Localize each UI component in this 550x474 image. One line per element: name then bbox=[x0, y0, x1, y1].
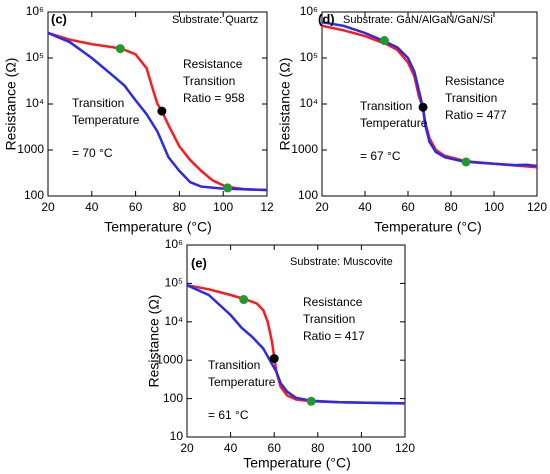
marker bbox=[269, 354, 279, 364]
y-tick-label: 10⁴ bbox=[299, 96, 318, 110]
y-axis-label: Resistance (Ω) bbox=[277, 58, 293, 151]
y-tick-label: 10⁴ bbox=[25, 96, 44, 110]
x-tick-label: 80 bbox=[173, 200, 187, 214]
annotation: Resistance bbox=[303, 295, 363, 309]
y-tick-label: 10 bbox=[170, 429, 184, 443]
resistance-curve bbox=[321, 20, 538, 168]
plot-frame bbox=[321, 11, 538, 197]
annotation: Ratio = 958 bbox=[183, 91, 245, 105]
y-tick-label: 100 bbox=[24, 188, 44, 202]
x-tick-label: 20 bbox=[180, 441, 194, 455]
annotation: Ratio = 417 bbox=[303, 329, 365, 343]
marker bbox=[418, 102, 428, 112]
resistance-curve bbox=[321, 24, 538, 169]
x-tick-label: 120 bbox=[395, 441, 415, 455]
marker bbox=[239, 295, 249, 305]
marker bbox=[306, 396, 316, 406]
annotation: Transition bbox=[183, 74, 235, 88]
y-tick-label: 10⁵ bbox=[26, 50, 44, 64]
marker bbox=[461, 157, 471, 167]
y-tick-label: 10⁴ bbox=[164, 314, 183, 328]
x-tick-label: 80 bbox=[444, 200, 458, 214]
panel-label: (d) bbox=[318, 11, 335, 26]
annotation: Resistance bbox=[183, 57, 243, 71]
annotation: Transition bbox=[360, 99, 412, 113]
y-tick-label: 10⁵ bbox=[165, 276, 183, 290]
y-tick-label: 10⁵ bbox=[300, 50, 318, 64]
annotation: = 61 °C bbox=[208, 408, 249, 422]
x-tick-label: 60 bbox=[401, 200, 415, 214]
x-tick-label: 100 bbox=[351, 441, 371, 455]
y-axis-label: Resistance (Ω) bbox=[146, 295, 162, 388]
annotation: Transition bbox=[445, 91, 497, 105]
x-tick-label: 80 bbox=[311, 441, 325, 455]
marker bbox=[157, 106, 167, 116]
x-tick-label: 120 bbox=[527, 200, 547, 214]
marker bbox=[223, 183, 233, 193]
annotation: Transition bbox=[303, 312, 355, 326]
x-tick-label: 20 bbox=[41, 200, 55, 214]
x-tick-label: 100 bbox=[213, 200, 233, 214]
x-axis-label: Temperature (°C) bbox=[374, 219, 482, 235]
y-tick-label: 10⁶ bbox=[26, 4, 44, 18]
resistance-curve bbox=[47, 31, 268, 192]
y-tick-label: 100 bbox=[298, 188, 318, 202]
annotation: Transition bbox=[72, 96, 124, 110]
panel-label: (c) bbox=[51, 11, 67, 26]
x-tick-label: 40 bbox=[224, 441, 238, 455]
substrate-label: Substrate: Muscovite bbox=[290, 256, 393, 268]
annotation: Resistance bbox=[445, 74, 505, 88]
y-tick-label: 100 bbox=[163, 391, 183, 405]
x-tick-label: 40 bbox=[85, 200, 99, 214]
annotation: Transition bbox=[208, 358, 260, 372]
substrate-label: Substrate: Quartz bbox=[172, 14, 258, 26]
marker bbox=[115, 44, 125, 54]
x-tick-label: 60 bbox=[129, 200, 143, 214]
marker bbox=[379, 36, 389, 46]
annotation: Temperature bbox=[208, 375, 276, 389]
x-tick-label: 60 bbox=[268, 441, 282, 455]
annotation: Temperature bbox=[72, 113, 140, 127]
annotation: Temperature bbox=[360, 116, 428, 130]
substrate-label: Substrate: GaN/AlGaN/GaN/Si bbox=[343, 14, 493, 26]
x-tick-label: 40 bbox=[358, 200, 372, 214]
x-axis-label: Temperature (°C) bbox=[104, 219, 212, 235]
y-tick-label: 1000 bbox=[156, 352, 183, 366]
y-tick-label: 1000 bbox=[17, 142, 44, 156]
x-tick-label: 20 bbox=[315, 200, 329, 214]
annotation: = 67 °C bbox=[360, 149, 401, 163]
y-tick-label: 10⁶ bbox=[300, 4, 318, 18]
annotation: Ratio = 477 bbox=[445, 108, 507, 122]
y-tick-label: 10⁶ bbox=[165, 237, 183, 251]
y-axis-label: Resistance (Ω) bbox=[3, 58, 19, 151]
y-tick-label: 1000 bbox=[291, 142, 318, 156]
plot-frame bbox=[186, 244, 406, 438]
x-tick-label: 100 bbox=[484, 200, 504, 214]
annotation: = 70 °C bbox=[72, 146, 113, 160]
x-tick-label: 12 bbox=[260, 200, 274, 214]
panel-label: (e) bbox=[191, 255, 207, 270]
x-axis-label: Temperature (°C) bbox=[243, 455, 351, 471]
